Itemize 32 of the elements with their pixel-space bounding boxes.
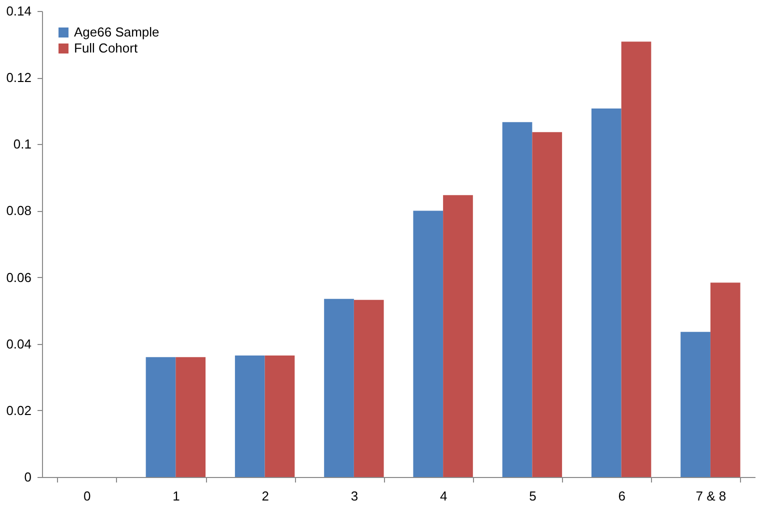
bar: [621, 42, 652, 477]
x-tick-label: 4: [440, 488, 448, 504]
bar: [234, 356, 265, 477]
bar: [680, 332, 710, 477]
x-tick-label: 6: [618, 488, 626, 504]
x-tick-label: 2: [262, 488, 269, 504]
legend-label: Full Cohort: [74, 40, 138, 56]
y-tick-label: 0.02: [6, 402, 32, 418]
y-tick-label: 0.14: [6, 4, 32, 18]
bar: [502, 122, 532, 477]
bar: [710, 282, 740, 477]
x-tick-label: 1: [172, 488, 180, 504]
y-tick-label: 0.08: [6, 203, 32, 218]
bar: [532, 132, 562, 477]
bar: [146, 357, 176, 477]
x-tick-label: 3: [350, 488, 358, 504]
bar: [176, 357, 206, 477]
x-tick-label: 0: [83, 488, 91, 504]
bar: [324, 298, 354, 477]
bar: [591, 108, 622, 477]
y-tick-label: 0.06: [6, 270, 32, 285]
y-tick-label: 0.12: [6, 70, 32, 86]
bar: [354, 300, 384, 477]
bar: [264, 356, 295, 477]
y-tick-label: 0: [24, 470, 32, 484]
y-tick-label: 0.04: [6, 336, 32, 352]
x-tick-label: 7 & 8: [696, 488, 726, 504]
y-tick-label: 0.1: [13, 136, 32, 152]
x-tick-label: 5: [529, 488, 536, 504]
bar: [443, 195, 473, 477]
legend-label: Age66 Sample: [74, 24, 160, 40]
bar: [413, 210, 444, 477]
